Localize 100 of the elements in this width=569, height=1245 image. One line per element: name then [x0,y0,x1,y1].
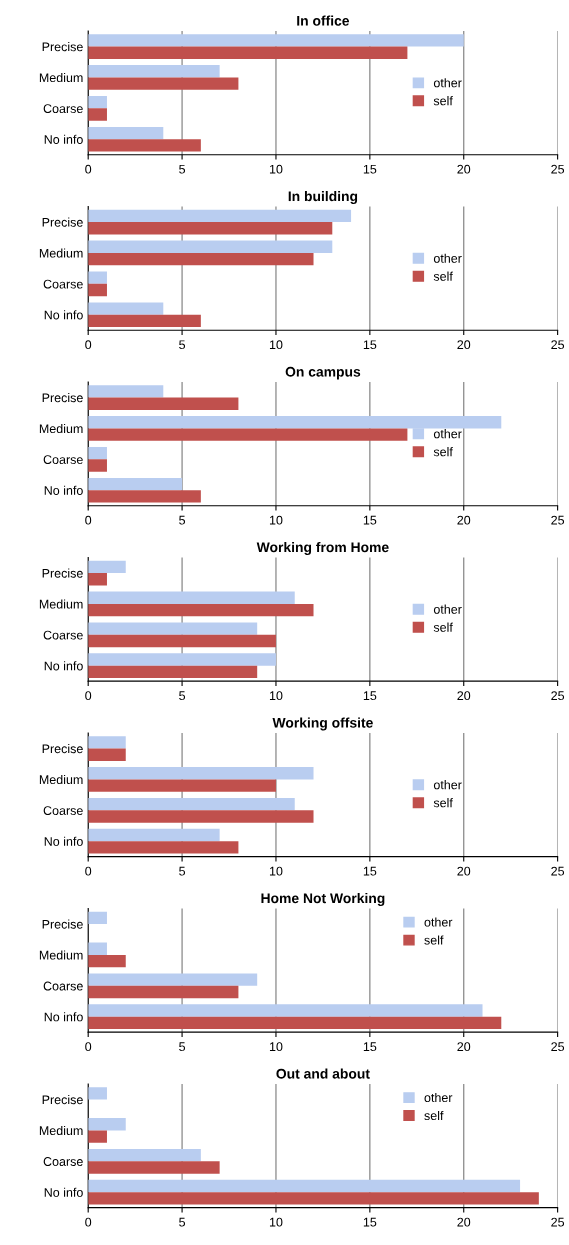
legend-label: self [424,1110,444,1121]
legend-label: self [433,271,453,281]
y-tick-label: Medium [39,72,83,83]
bar [88,665,258,679]
legend-label: self [424,935,444,945]
bar [88,911,107,925]
y-tick-label: Coarse [43,455,83,464]
bar [88,942,107,955]
bar [88,810,314,823]
x-tick-label: 25 [551,691,565,701]
bar [88,209,352,223]
bar [88,985,239,999]
x-tick-label: 0 [85,1042,92,1052]
y-tick-label: Coarse [43,104,83,114]
x-tick-label: 20 [457,866,471,876]
bar [88,96,107,109]
bar [88,397,239,410]
x-tick-label: 5 [179,866,186,876]
x-tick-label: 5 [179,691,186,701]
x-tick-label: 0 [85,340,92,350]
legend-label: other [433,78,462,88]
y-tick-label: Medium [39,950,83,960]
bar [88,954,126,968]
y-tick-label: Coarse [43,1157,83,1166]
x-tick-label: 5 [179,340,186,350]
x-tick-label: 0 [85,515,92,525]
x-tick-label: 10 [269,866,283,876]
bar [88,1192,539,1205]
bar [88,428,408,441]
y-tick-label: Precise [42,919,83,929]
x-tick-label: 15 [363,515,377,525]
legend-label: other [424,917,453,927]
bar [88,1118,126,1131]
x-tick-label: 20 [457,691,471,701]
y-tick-label: Coarse [43,279,83,289]
legend-label: self [433,622,453,632]
legend-label: other [424,1092,453,1103]
x-tick-label: 0 [85,1217,92,1227]
bar [88,385,164,398]
y-tick-label: No info [44,836,83,846]
chart-title: On campus [285,366,361,380]
bar [88,240,333,253]
x-tick-label: 5 [179,164,186,174]
x-tick-label: 15 [363,164,377,174]
y-tick-label: No info [44,1012,83,1022]
bar [88,653,276,666]
y-tick-label: Medium [39,774,83,785]
x-tick-label: 10 [269,164,283,174]
x-tick-label: 25 [551,1217,565,1227]
x-tick-label: 20 [457,340,471,350]
x-tick-label: 10 [269,340,283,350]
y-tick-label: Medium [39,423,83,434]
bar [88,603,314,617]
x-tick-label: 25 [551,164,565,174]
y-tick-label: Medium [39,599,83,609]
bar [88,736,126,749]
y-tick-label: No info [44,310,83,320]
bar [88,477,183,491]
bar [88,446,107,460]
bar [88,108,107,121]
bar [88,841,239,854]
x-tick-label: 10 [269,1217,283,1227]
y-tick-label: Medium [39,1125,83,1136]
bar [88,126,164,140]
bar [88,1087,107,1100]
legend-label: other [433,429,462,439]
chart-title: In office [297,15,350,26]
chart-title: Out and about [276,1068,370,1079]
y-tick-label: Precise [42,42,83,52]
chart-title: Home Not Working [261,892,385,906]
bar [88,77,239,90]
x-tick-label: 10 [269,691,283,701]
chart-title: Working from Home [256,541,389,555]
x-tick-label: 25 [551,1042,565,1052]
chart-title: In building [288,190,358,204]
legend-label: self [433,447,453,457]
bar [88,1016,502,1030]
chart-title: Working offsite [272,717,373,731]
bar [88,560,126,574]
x-tick-label: 20 [457,515,471,525]
y-tick-label: Coarse [43,981,83,991]
legend-label: other [433,780,462,790]
x-tick-label: 0 [85,164,92,174]
bar [88,490,201,503]
x-tick-label: 15 [363,1042,377,1052]
bar [88,573,107,586]
x-tick-label: 20 [457,1217,471,1227]
y-tick-label: Medium [39,248,83,258]
x-tick-label: 10 [269,515,283,525]
legend-label: other [433,604,462,614]
bar [88,65,220,78]
x-tick-label: 25 [551,515,565,525]
bar [88,1161,220,1174]
bar [88,271,107,284]
x-tick-label: 5 [179,1217,186,1227]
bar [88,828,220,842]
x-tick-label: 15 [363,1217,377,1227]
x-tick-label: 15 [363,340,377,350]
y-tick-label: No info [44,661,83,671]
y-tick-label: Precise [42,393,83,403]
